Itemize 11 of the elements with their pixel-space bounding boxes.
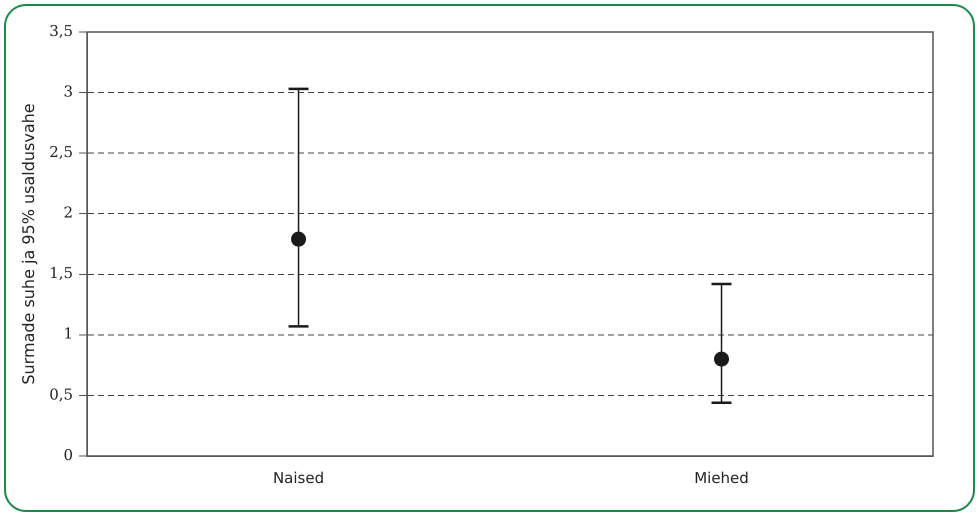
y-axis-title: Surmade suhe ja 95% usaldusvahe [18, 103, 38, 385]
y-tick-label: 3 [64, 82, 74, 100]
x-tick-label: Naised [272, 468, 324, 487]
y-tick-label: 1,5 [49, 264, 74, 282]
y-tick-label: 0 [64, 446, 74, 464]
y-tick-label: 3,5 [49, 22, 74, 40]
x-tick-label: Miehed [694, 468, 749, 487]
y-tick-label: 0,5 [49, 385, 74, 404]
y-tick-label: 1 [64, 324, 74, 343]
y-tick-label: 2,5 [49, 143, 74, 162]
y-tick-label: 2 [64, 204, 74, 222]
